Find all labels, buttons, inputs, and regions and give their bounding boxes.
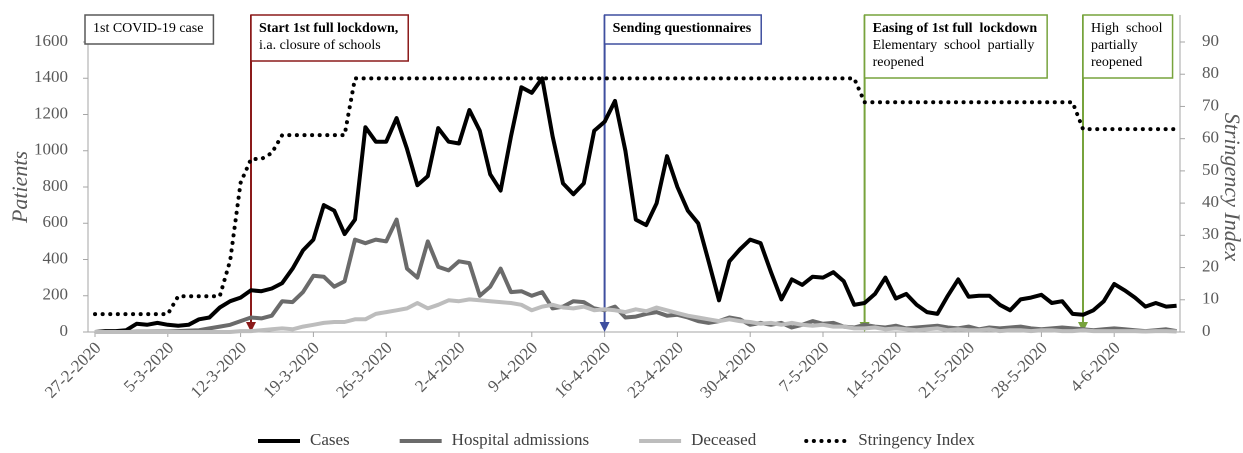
- y-tick-label: 1200: [34, 103, 68, 122]
- legend-label: Hospital admissions: [452, 430, 589, 449]
- annotation-box: [603, 14, 762, 45]
- series-line: [94, 76, 1177, 334]
- y2-tick-label: 60: [1202, 128, 1219, 147]
- event-arrow: [246, 322, 256, 332]
- y2-tick-label: 80: [1202, 63, 1219, 82]
- x-tick-label: 26-3-2020: [332, 338, 396, 402]
- annotation-box: [863, 14, 1048, 79]
- legend-label: Stringency Index: [858, 430, 975, 449]
- x-tick-label: 21-5-2020: [915, 338, 979, 402]
- y-tick-label: 400: [43, 248, 69, 267]
- annotation-text: reopened: [873, 55, 924, 70]
- annotation-text: 1st COVID-19 case: [93, 21, 203, 36]
- x-tick-label: 19-3-2020: [259, 338, 323, 402]
- y2-tick-label: 90: [1202, 31, 1219, 50]
- x-tick-label: 23-4-2020: [623, 338, 687, 402]
- annotation-box: [1082, 14, 1174, 79]
- annotation-title: Start 1st full lockdown,: [259, 21, 398, 36]
- annotation-title: Easing of 1st full lockdown: [873, 21, 1038, 36]
- y2-tick-label: 50: [1202, 160, 1219, 179]
- y-tick-label: 1000: [34, 140, 68, 159]
- y2-tick-label: 10: [1202, 289, 1219, 308]
- y2-tick-label: 30: [1202, 224, 1219, 243]
- y-tick-label: 600: [43, 212, 69, 231]
- annotation-box: [250, 14, 409, 62]
- y-tick-label: 1400: [34, 67, 68, 86]
- y-tick-label: 200: [43, 285, 69, 304]
- series-line: [95, 297, 1177, 334]
- annotation: Easing of 1st full lockdown Elementary sc…: [863, 14, 1048, 79]
- x-tick-label: 28-5-2020: [987, 338, 1051, 402]
- series-line: [93, 76, 1179, 317]
- annotation-title: Sending questionnaires: [613, 21, 752, 36]
- x-tick-label: 7-5-2020: [775, 338, 833, 396]
- annotation: High school partially reopened: [1082, 14, 1174, 79]
- x-tick-label: 30-4-2020: [696, 338, 760, 402]
- event-arrow: [599, 322, 610, 332]
- event-arrow: [1078, 322, 1088, 332]
- annotation-text: reopened: [1091, 55, 1142, 70]
- x-tick-label: 16-4-2020: [551, 338, 615, 402]
- x-tick-label: 12-3-2020: [187, 338, 251, 402]
- series-line: [95, 217, 1177, 334]
- y-tick-label: 800: [43, 176, 69, 195]
- y2-axis-label: Stringency Index: [1220, 113, 1243, 262]
- y-tick-label: 0: [60, 321, 69, 340]
- x-tick-label: 9-4-2020: [484, 338, 542, 396]
- x-tick-label: 27-2-2020: [41, 338, 105, 402]
- y-tick-label: 1600: [34, 31, 68, 50]
- annotation-box: [84, 14, 215, 45]
- annotation: Sending questionnaires: [603, 14, 762, 45]
- x-tick-label: 14-5-2020: [842, 338, 906, 402]
- x-tick-label: 2-4-2020: [411, 338, 469, 396]
- annotation-text: High school: [1091, 21, 1163, 36]
- annotation-text: partially: [1091, 38, 1138, 53]
- annotation-text: Elementary school partially: [873, 38, 1035, 53]
- y2-tick-label: 40: [1202, 192, 1219, 211]
- legend-label: Deceased: [691, 430, 757, 449]
- legend-label: Cases: [310, 430, 350, 449]
- x-tick-label: 4-6-2020: [1066, 338, 1124, 396]
- annotation-text: i.a. closure of schools: [259, 38, 381, 53]
- annotation: 1st COVID-19 case: [84, 14, 215, 45]
- annotation: Start 1st full lockdown, i.a. closure of …: [250, 14, 409, 62]
- y2-tick-label: 0: [1202, 321, 1211, 340]
- y2-tick-label: 20: [1202, 256, 1219, 275]
- y2-tick-label: 70: [1202, 95, 1219, 114]
- y-axis-label: Patients: [7, 151, 32, 224]
- x-tick-label: 5-3-2020: [120, 338, 178, 396]
